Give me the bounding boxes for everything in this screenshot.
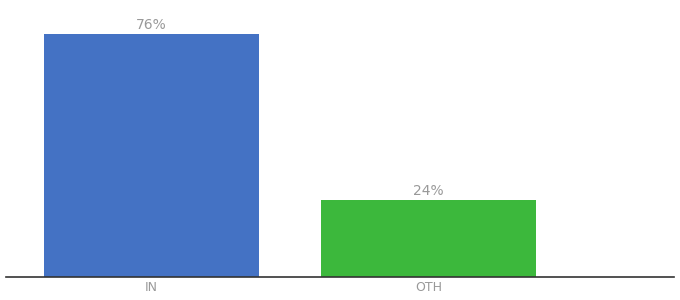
Bar: [321, 200, 536, 277]
Bar: [44, 34, 259, 277]
Text: 24%: 24%: [413, 184, 444, 197]
Text: 76%: 76%: [136, 18, 167, 32]
